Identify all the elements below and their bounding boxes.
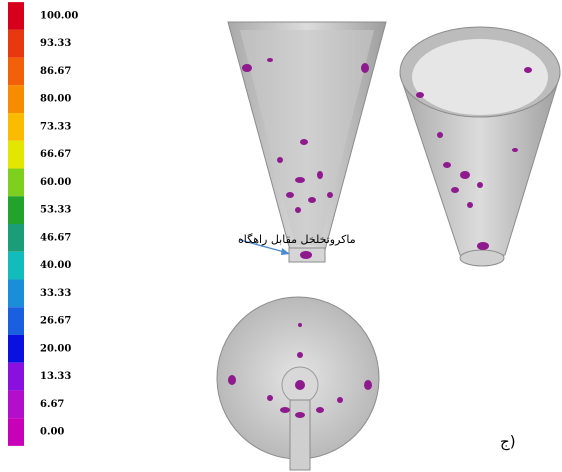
legend-label: 13.33: [40, 371, 71, 382]
legend-label: 46.67: [40, 232, 71, 243]
legend-swatch: [8, 140, 24, 169]
legend-label: 53.33: [40, 205, 71, 216]
legend-label: 100.00: [40, 11, 78, 22]
cone-bottom-view: [216, 296, 380, 471]
legend-label: 0.00: [40, 427, 64, 438]
legend-label: 80.00: [40, 94, 71, 105]
legend-swatch: [8, 390, 24, 419]
annotation-arrow: [239, 239, 289, 254]
legend-swatch: [8, 113, 24, 141]
legend-label: 60.00: [40, 177, 71, 188]
annotation: ماکروتخلخل مقابل راهگاه: [238, 233, 356, 246]
legend-label: 33.33: [40, 288, 71, 299]
legend-label: 66.67: [40, 149, 71, 160]
legend: 100.00 93.33 86.67 80.00 73.33 66.67 60.00 53.3…: [8, 2, 78, 446]
legend-label: 86.67: [40, 66, 71, 77]
legend-swatch: [8, 168, 24, 197]
legend-label: 26.67: [40, 316, 71, 327]
legend-swatch: [8, 307, 24, 335]
legend-swatch: [8, 334, 24, 363]
legend-swatch: [8, 57, 24, 86]
legend-label: 93.33: [40, 38, 71, 49]
arrow-head: [281, 248, 290, 255]
legend-label: 6.67: [40, 399, 64, 410]
panel-label: ج): [500, 433, 516, 452]
legend-label: 40.00: [40, 260, 71, 271]
legend-swatch: [8, 251, 24, 280]
legend-swatch: [8, 85, 24, 114]
legend-swatch: [8, 2, 24, 30]
legend-swatch: [8, 29, 24, 58]
legend-swatch: [8, 362, 24, 391]
legend-swatch: [8, 418, 24, 446]
legend-label: 20.00: [40, 343, 71, 354]
cone-front: [227, 21, 387, 263]
legend-swatch: [8, 279, 24, 308]
cone-angled: [399, 26, 561, 267]
legend-label: 73.33: [40, 121, 71, 132]
legend-swatch: [8, 224, 24, 252]
legend-swatch: [8, 196, 24, 224]
